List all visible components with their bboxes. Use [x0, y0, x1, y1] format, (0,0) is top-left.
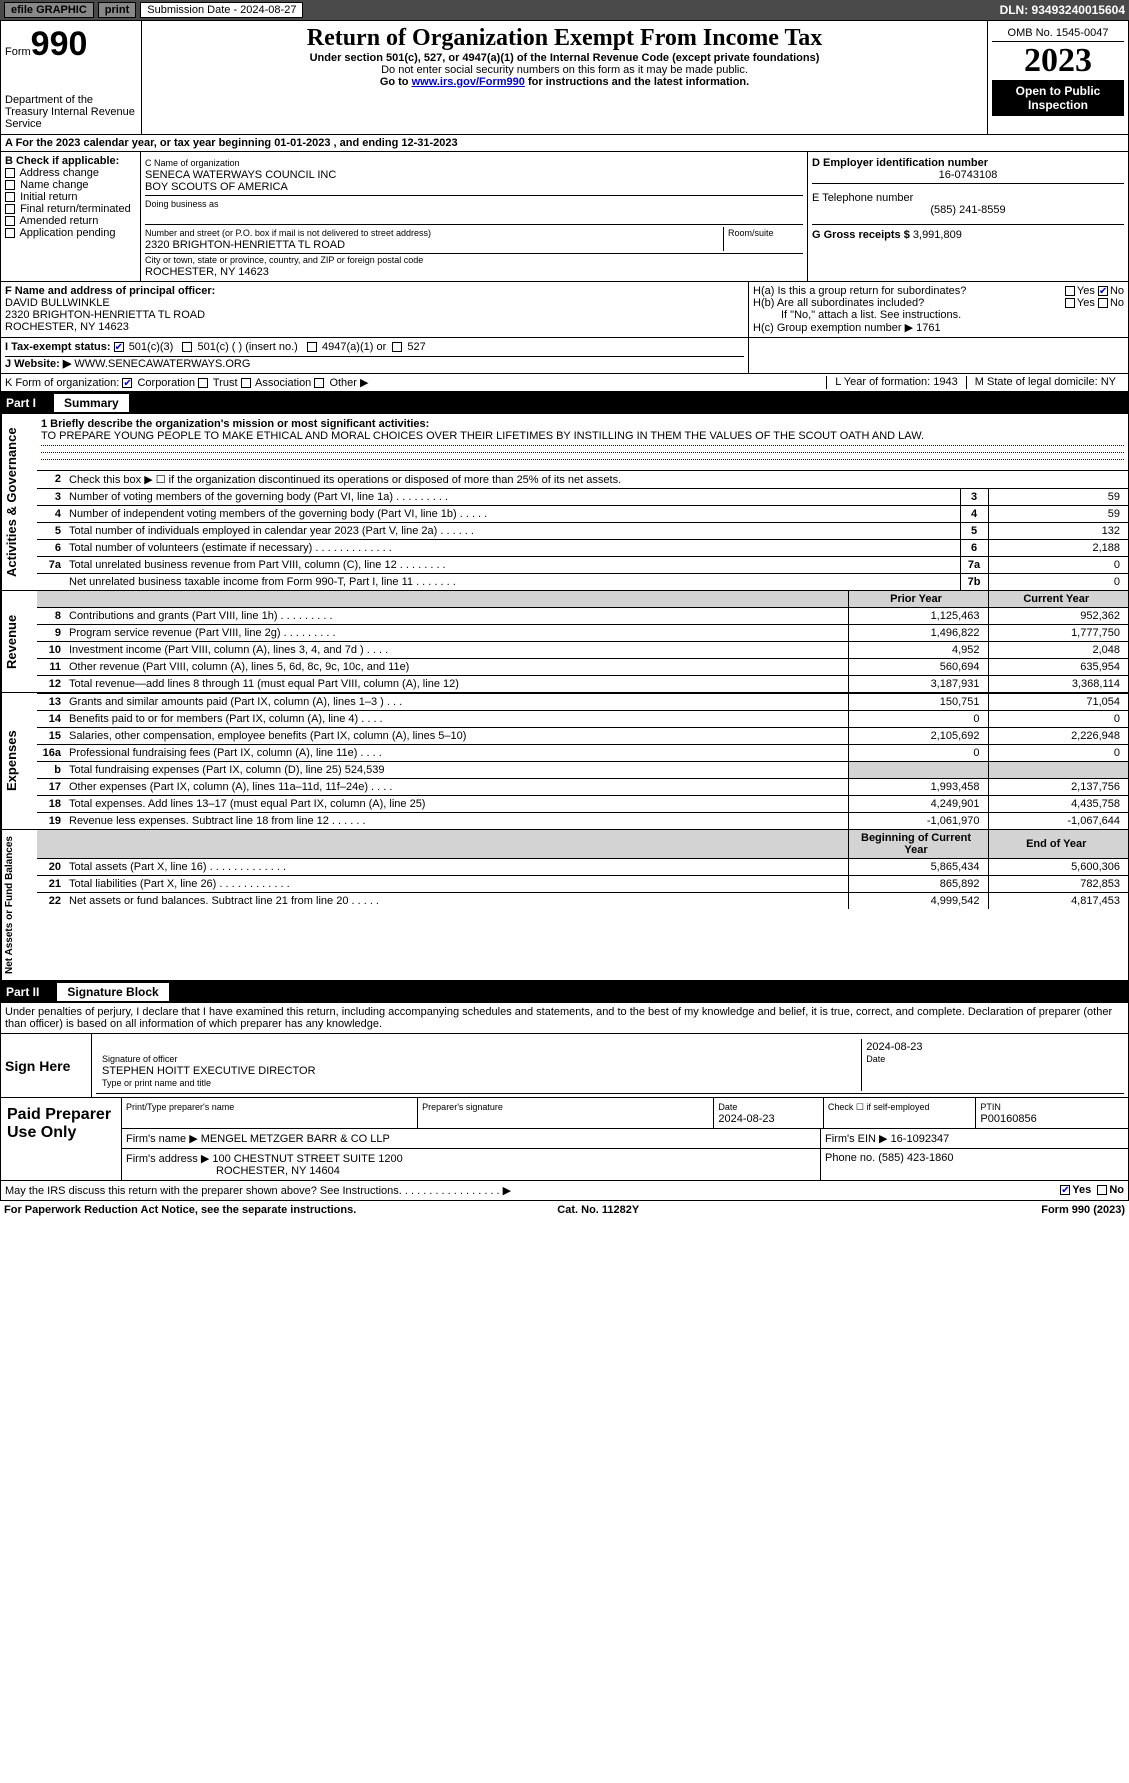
box-deg: D Employer identification number16-07431… — [808, 152, 1128, 281]
part-2-header: Part IISignature Block — [0, 981, 1129, 1003]
box-ij: I Tax-exempt status: 501(c)(3) 501(c) ( … — [1, 338, 748, 373]
side-expenses: Expenses — [1, 693, 37, 829]
box-b: B Check if applicable: Address change Na… — [1, 152, 141, 281]
side-governance: Activities & Governance — [1, 414, 37, 590]
side-revenue: Revenue — [1, 591, 37, 692]
tax-year: 2023 — [992, 42, 1124, 80]
org-name-2: BOY SCOUTS OF AMERICA — [145, 181, 288, 193]
gross-receipts: 3,991,809 — [913, 229, 962, 241]
subtitle-1: Under section 501(c), 527, or 4947(a)(1)… — [146, 52, 983, 64]
sig-date: 2024-08-23 — [866, 1041, 922, 1053]
topbar: efile GRAPHIC print Submission Date - 20… — [0, 0, 1129, 20]
form-title: Return of Organization Exempt From Incom… — [146, 25, 983, 52]
firm-ein: 16-1092347 — [891, 1133, 950, 1145]
irs-link[interactable]: www.irs.gov/Form990 — [412, 76, 525, 88]
form-word: Form — [5, 46, 31, 58]
box-l: L Year of formation: 1943 — [826, 376, 966, 389]
city: ROCHESTER, NY 14623 — [145, 266, 269, 278]
street: 2320 BRIGHTON-HENRIETTA TL ROAD — [145, 239, 345, 251]
side-netassets: Net Assets or Fund Balances — [1, 830, 37, 980]
org-name-1: SENECA WATERWAYS COUNCIL INC — [145, 169, 336, 181]
box-f: F Name and address of principal officer:… — [1, 282, 748, 337]
subtitle-2: Do not enter social security numbers on … — [146, 64, 983, 76]
firm-name: MENGEL METZGER BARR & CO LLP — [201, 1133, 390, 1145]
firm-addr: 100 CHESTNUT STREET SUITE 1200 — [212, 1153, 402, 1165]
sign-here-label: Sign Here — [1, 1034, 91, 1097]
declaration: Under penalties of perjury, I declare th… — [1, 1003, 1128, 1033]
dept-treasury: Department of the Treasury Internal Reve… — [5, 94, 137, 130]
firm-phone: (585) 423-1860 — [878, 1152, 953, 1164]
omb-number: OMB No. 1545-0047 — [992, 25, 1124, 42]
website: WWW.SENECAWATERWAYS.ORG — [74, 358, 250, 370]
dln: DLN: 93493240015604 — [1000, 3, 1125, 17]
prep-date: 2024-08-23 — [718, 1113, 774, 1125]
officer-sig-name: STEPHEN HOITT EXECUTIVE DIRECTOR — [102, 1065, 316, 1077]
page-footer: For Paperwork Reduction Act Notice, see … — [0, 1201, 1129, 1219]
submission-date: Submission Date - 2024-08-27 — [140, 2, 303, 18]
phone: (585) 241-8559 — [812, 204, 1124, 216]
part-1-header: Part ISummary — [0, 392, 1129, 414]
box-m: M State of legal domicile: NY — [966, 376, 1124, 389]
print-btn[interactable]: print — [98, 2, 136, 18]
form-number: 990 — [31, 25, 88, 63]
officer-name: DAVID BULLWINKLE — [5, 297, 110, 309]
public-inspection: Open to Public Inspection — [992, 80, 1124, 116]
ein: 16-0743108 — [812, 169, 1124, 181]
line-a: A For the 2023 calendar year, or tax yea… — [0, 135, 1129, 152]
box-k: K Form of organization: Corporation Trus… — [5, 376, 826, 389]
paid-preparer-label: Paid Preparer Use Only — [1, 1098, 121, 1180]
box-h: H(a) Is this a group return for subordin… — [748, 282, 1128, 337]
group-exemption: 1761 — [916, 322, 940, 334]
efile-btn[interactable]: efile GRAPHIC — [4, 2, 94, 18]
irs-discuss: May the IRS discuss this return with the… — [1, 1180, 1128, 1200]
box-c: C Name of organization SENECA WATERWAYS … — [141, 152, 808, 281]
ptin: P00160856 — [980, 1113, 1036, 1125]
subtitle-3: Go to www.irs.gov/Form990 for instructio… — [146, 76, 983, 88]
form-header: Form990 Department of the Treasury Inter… — [0, 20, 1129, 135]
mission: 1 Briefly describe the organization's mi… — [37, 414, 1128, 470]
